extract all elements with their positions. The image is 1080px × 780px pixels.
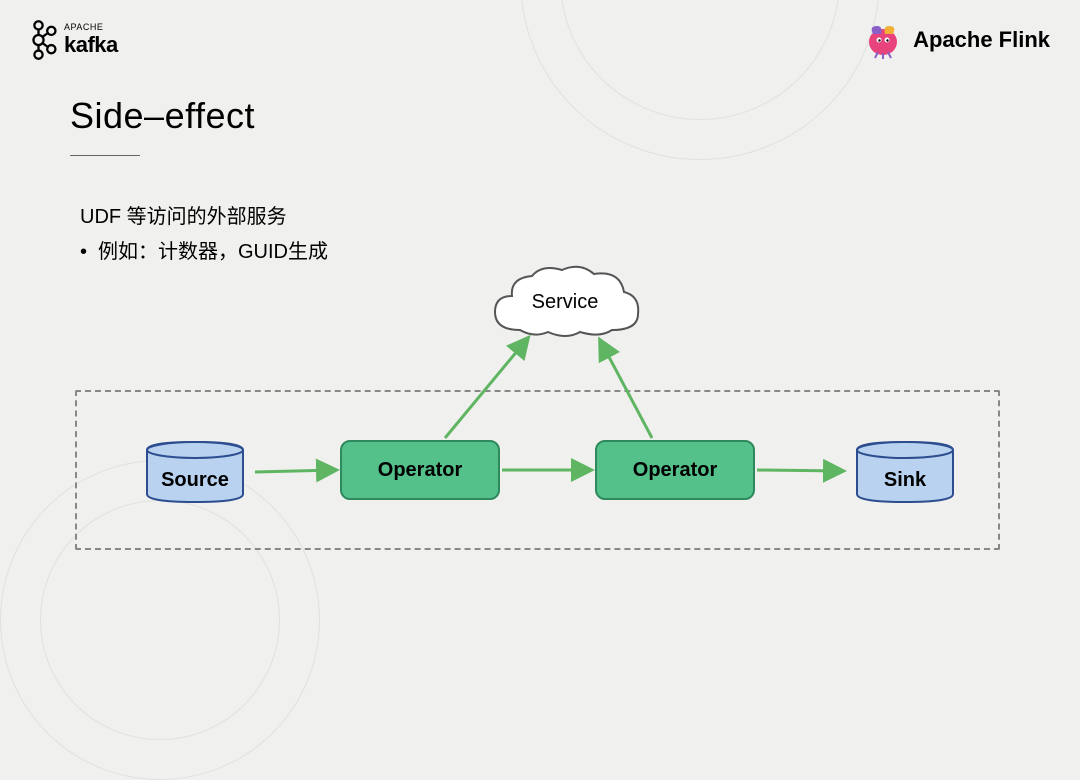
kafka-logo: APACHE kafka <box>30 18 118 62</box>
operator2-label: Operator <box>633 459 717 482</box>
service-node: Service <box>480 260 650 345</box>
kafka-apache-label: APACHE <box>64 22 118 32</box>
service-label: Service <box>480 260 650 345</box>
flink-logo: Apache Flink <box>863 20 1050 60</box>
header: APACHE kafka Apache Flink <box>0 10 1080 70</box>
kafka-name: kafka <box>64 32 118 58</box>
source-node: Source <box>135 440 255 504</box>
body-line1: UDF 等访问的外部服务 <box>80 200 328 229</box>
flow-diagram: Service Source Operator Operator Sink <box>50 260 1030 580</box>
sink-node: Sink <box>845 440 965 504</box>
sink-label: Sink <box>845 448 965 512</box>
page-title: Side–effect <box>70 95 255 137</box>
flink-name: Apache Flink <box>913 27 1050 53</box>
operator1-label: Operator <box>378 459 462 482</box>
operator2-node: Operator <box>595 440 755 500</box>
operator1-node: Operator <box>340 440 500 500</box>
flink-icon <box>863 20 903 60</box>
title-block: Side–effect <box>70 95 255 156</box>
kafka-icon <box>30 18 58 62</box>
source-label: Source <box>135 448 255 512</box>
body-text: UDF 等访问的外部服务 •例如：计数器，GUID生成 <box>80 200 328 264</box>
title-rule <box>70 155 140 156</box>
